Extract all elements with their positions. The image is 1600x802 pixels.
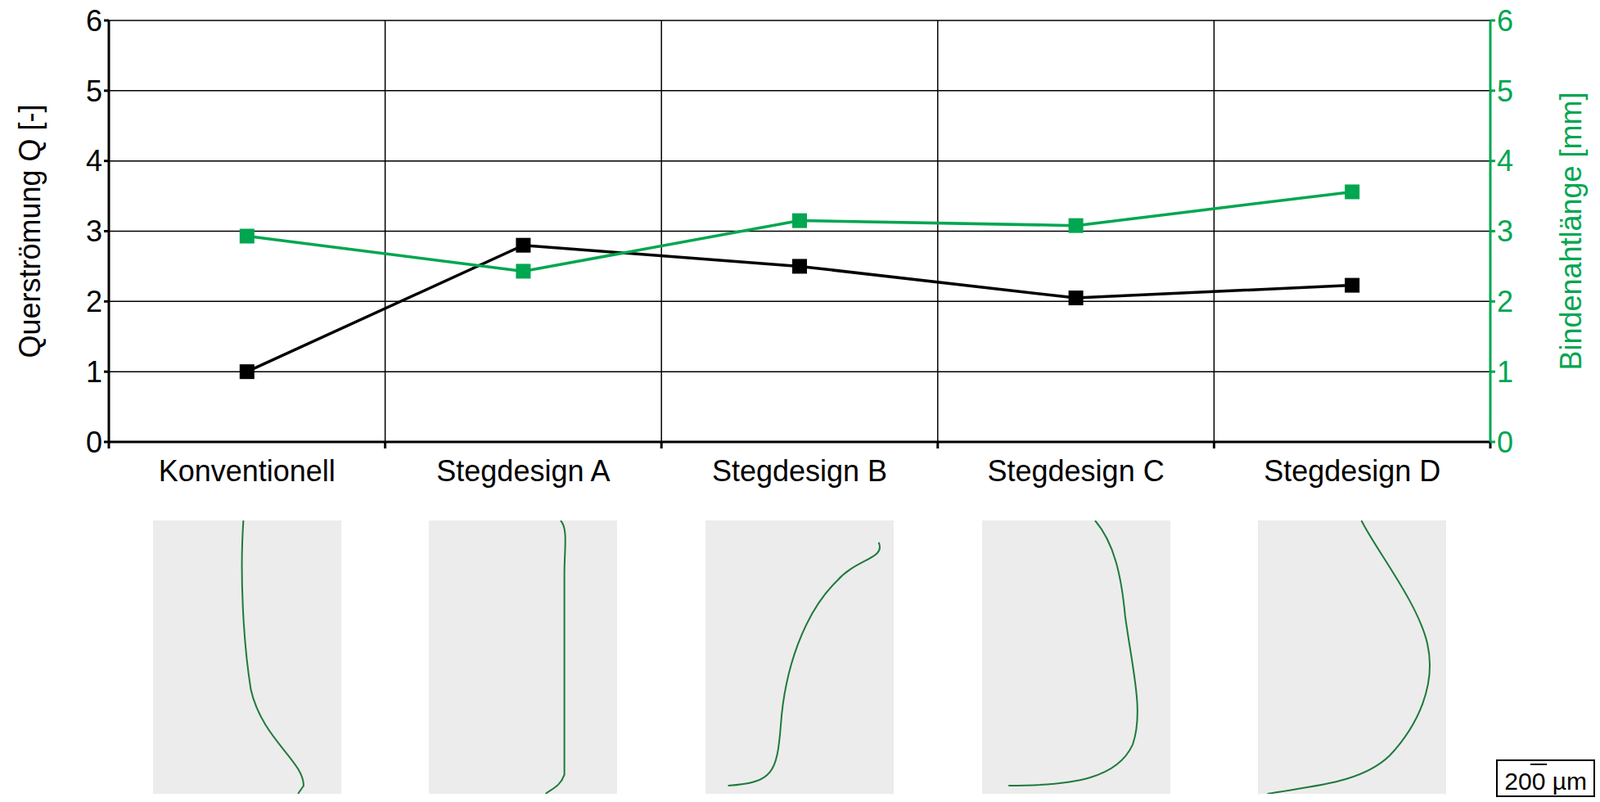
svg-text:0: 0 [85,425,103,460]
svg-text:2: 2 [1496,284,1514,319]
svg-text:0: 0 [1496,425,1514,460]
svg-text:6: 6 [85,4,103,38]
svg-text:5: 5 [85,74,103,109]
svg-text:1: 1 [85,355,103,389]
svg-text:Stegdesign A: Stegdesign A [436,454,610,488]
svg-text:1: 1 [1496,355,1514,389]
svg-text:Bindenahtlänge [mm]: Bindenahtlänge [mm] [1554,91,1588,370]
html-text:200 µm: 200 µm [1504,767,1587,795]
svg-text:6: 6 [1496,4,1514,38]
svg-text:Stegdesign D: Stegdesign D [1263,454,1441,488]
svg-text:3: 3 [1496,214,1514,248]
svg-text:Konventionell: Konventionell [158,454,336,488]
svg-text:4: 4 [1496,144,1514,178]
svg-text:5: 5 [1496,74,1514,109]
svg-text:Stegdesign B: Stegdesign B [712,454,888,488]
svg-text:4: 4 [85,144,103,178]
svg-text:2: 2 [85,284,103,319]
svg-text:Stegdesign C: Stegdesign C [987,454,1165,488]
svg-text:Querströmung Q [-]: Querströmung Q [-] [13,103,47,358]
svg-text:3: 3 [85,214,103,248]
